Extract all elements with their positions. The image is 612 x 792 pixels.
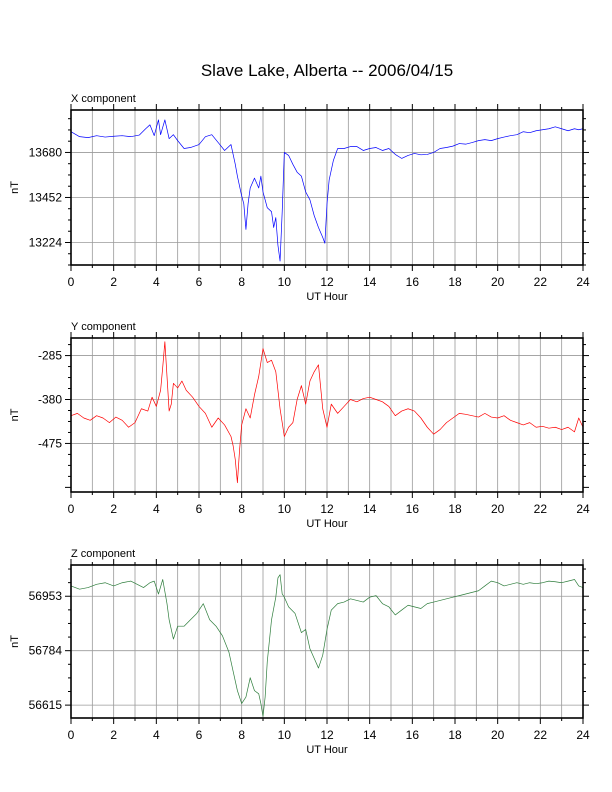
x-tick-label: 2 xyxy=(110,728,117,742)
x-tick-label: 12 xyxy=(320,502,334,516)
series-line-y xyxy=(70,341,584,484)
panel-label-x: X component xyxy=(71,93,136,105)
x-tick-label: 0 xyxy=(68,275,75,289)
x-tick-label: 20 xyxy=(491,275,505,289)
chart-title: Slave Lake, Alberta -- 2006/04/15 xyxy=(201,61,453,80)
y-tick-label: -285 xyxy=(38,349,62,363)
y-tick-label: 13680 xyxy=(29,145,63,159)
x-tick-label: 24 xyxy=(576,502,590,516)
grid-x xyxy=(71,110,583,265)
x-tick-label: 6 xyxy=(196,275,203,289)
x-tick-label: 16 xyxy=(406,728,420,742)
x-tick-label: 2 xyxy=(110,275,117,289)
x-tick-label: 4 xyxy=(153,728,160,742)
x-tick-label: 8 xyxy=(238,728,245,742)
x-tick-label: 10 xyxy=(278,275,292,289)
x-tick-label: 12 xyxy=(320,728,334,742)
y-axis-label-x: nT xyxy=(9,181,21,194)
x-tick-label: 18 xyxy=(448,275,462,289)
x-tick-label: 22 xyxy=(534,728,548,742)
x-tick-label: 20 xyxy=(491,728,505,742)
x-tick-label: 16 xyxy=(406,502,420,516)
x-axis-y: 0 2 4 6 8 10 12 14 16 18 20 22 24 xyxy=(68,332,590,516)
x-tick-label: 18 xyxy=(448,502,462,516)
x-axis-label-z: UT Hour xyxy=(306,744,348,756)
x-tick-label: 24 xyxy=(576,728,590,742)
x-tick-label: 4 xyxy=(153,502,160,516)
y-tick-label: 56784 xyxy=(29,644,63,658)
series-line-z xyxy=(70,574,584,717)
y-tick-label: 56953 xyxy=(29,589,63,603)
y-tick-label: -475 xyxy=(38,436,62,450)
y-axis-z: 56615 56784 56953 xyxy=(29,568,589,712)
x-tick-label: 8 xyxy=(238,275,245,289)
x-tick-label: 14 xyxy=(363,728,377,742)
x-tick-label: 14 xyxy=(363,502,377,516)
y-tick-label: 13452 xyxy=(29,190,63,204)
series-line-x xyxy=(70,119,584,262)
x-tick-label: 22 xyxy=(534,502,548,516)
x-axis-label-y: UT Hour xyxy=(306,518,348,530)
x-tick-label: 0 xyxy=(68,502,75,516)
y-axis-y: -285 -380 -475 xyxy=(38,344,589,488)
x-tick-label: 6 xyxy=(196,502,203,516)
grid-z xyxy=(71,565,583,718)
x-tick-label: 6 xyxy=(196,728,203,742)
x-axis-label-x: UT Hour xyxy=(306,291,348,303)
y-axis-label-y: nT xyxy=(9,408,21,421)
y-tick-label: 13224 xyxy=(29,235,63,249)
x-axis-z: 0 2 4 6 8 10 12 14 16 18 20 22 24 xyxy=(68,559,590,742)
y-axis-x: 13224 13452 13680 xyxy=(29,118,589,266)
panel-label-y: Y component xyxy=(71,321,136,333)
x-tick-label: 18 xyxy=(448,728,462,742)
y-axis-label-z: nT xyxy=(9,635,21,648)
x-tick-label: 2 xyxy=(110,502,117,516)
x-tick-label: 20 xyxy=(491,502,505,516)
grid-y xyxy=(71,338,583,492)
x-tick-label: 22 xyxy=(534,275,548,289)
y-tick-label: 56615 xyxy=(29,698,63,712)
x-tick-label: 0 xyxy=(68,728,75,742)
x-tick-label: 10 xyxy=(278,728,292,742)
x-tick-label: 4 xyxy=(153,275,160,289)
x-tick-label: 14 xyxy=(363,275,377,289)
x-tick-label: 10 xyxy=(278,502,292,516)
panel-label-z: Z component xyxy=(71,548,135,560)
x-axis-x: 0 2 4 6 8 10 12 14 16 18 20 22 24 xyxy=(68,104,590,289)
x-tick-label: 24 xyxy=(576,275,590,289)
x-tick-label: 8 xyxy=(238,502,245,516)
x-tick-label: 16 xyxy=(406,275,420,289)
x-tick-label: 12 xyxy=(320,275,334,289)
y-tick-label: -380 xyxy=(38,393,62,407)
